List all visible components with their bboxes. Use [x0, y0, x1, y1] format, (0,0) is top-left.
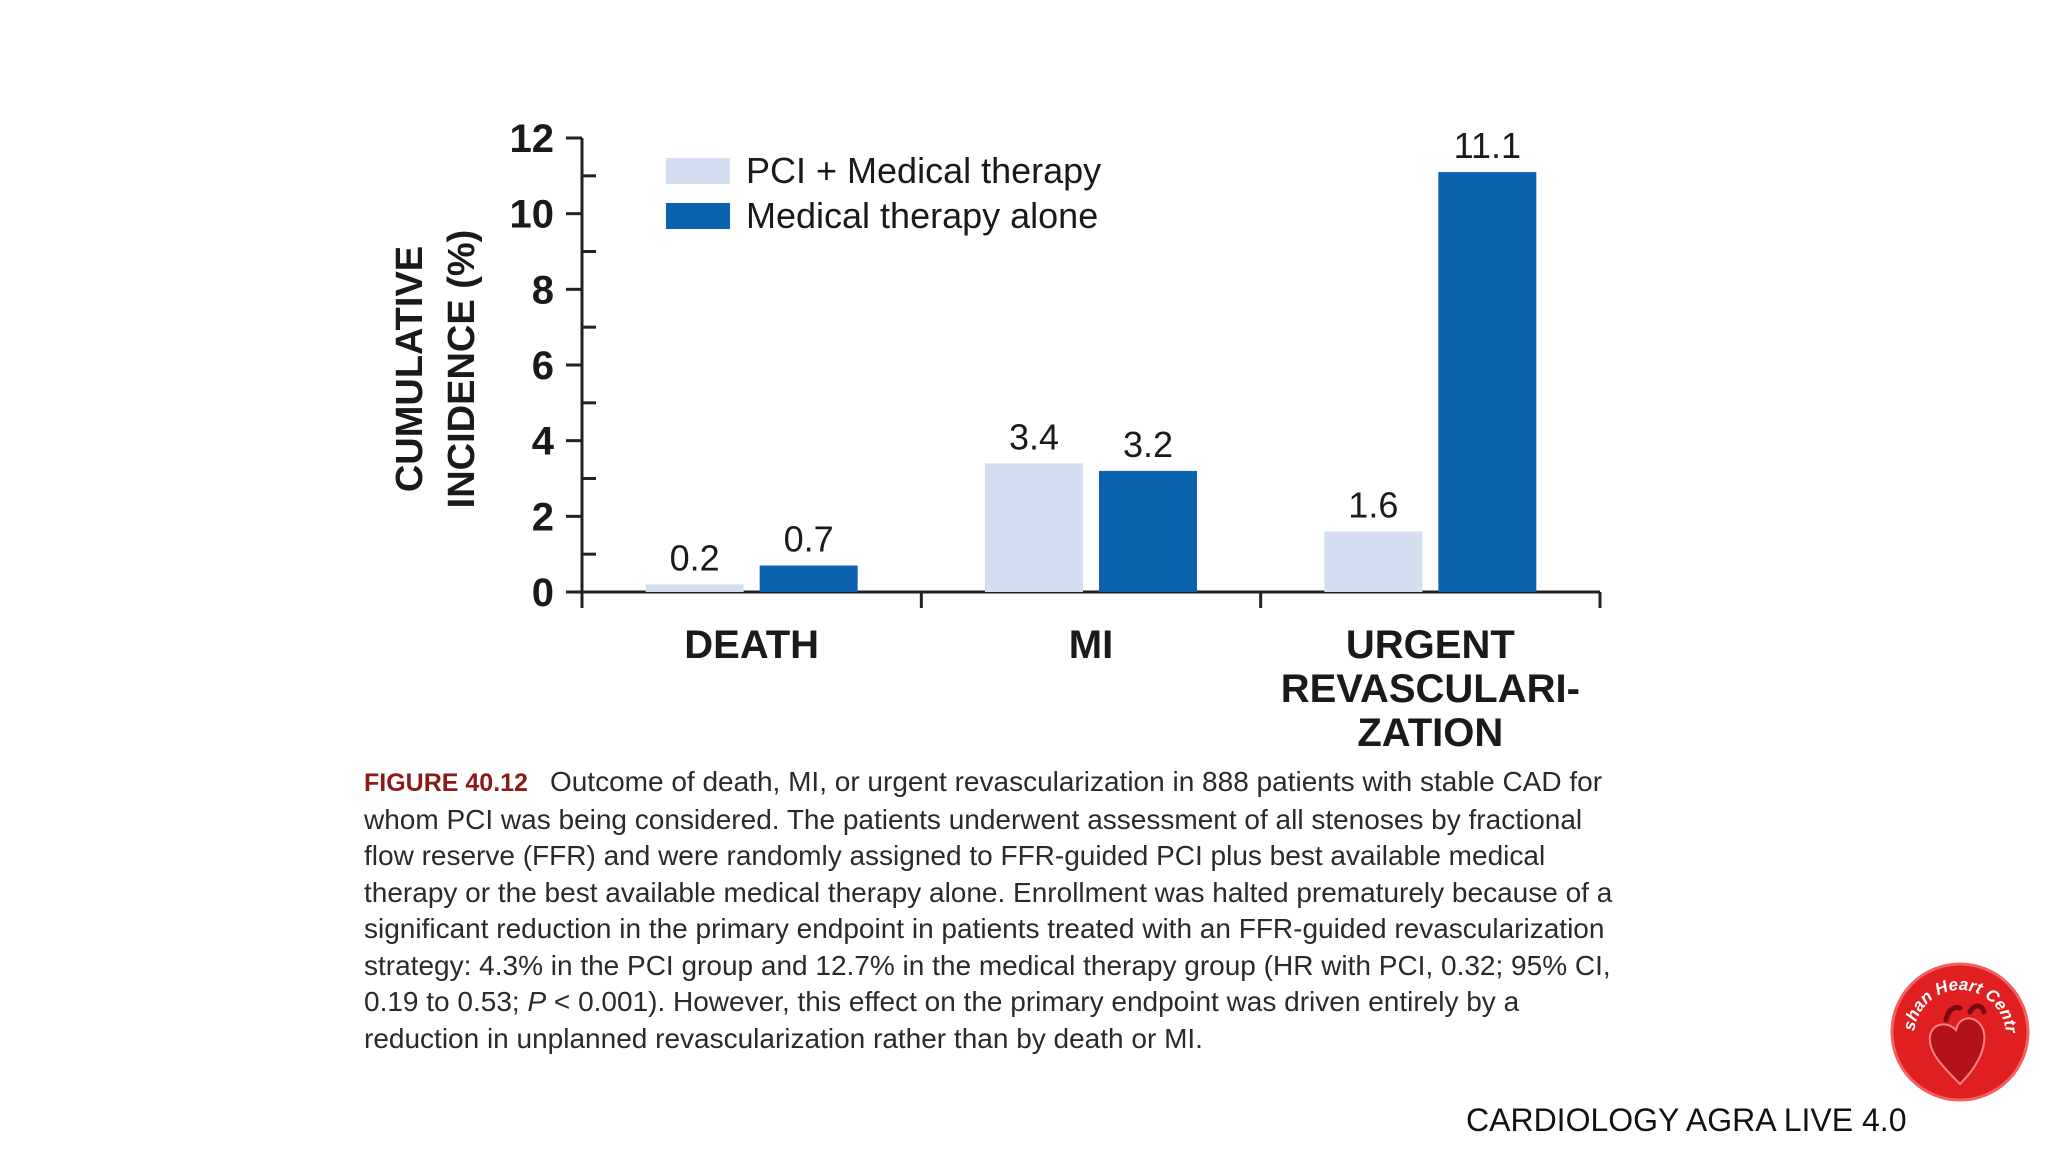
bar-pci-medical	[985, 463, 1083, 592]
category-label: MI	[1069, 623, 1113, 667]
legend-label: PCI + Medical therapy	[746, 150, 1101, 191]
y-axis-label-line: INCIDENCE (%)	[441, 230, 483, 509]
bar-value-label: 11.1	[1454, 125, 1521, 166]
data-labels: 0.2 0.7 3.4 3.2 1.6 11.1	[670, 125, 1521, 578]
footer-text: CARDIOLOGY AGRA LIVE 4.0	[1466, 1102, 1907, 1138]
x-axis	[580, 590, 1602, 608]
figure-number: FIGURE 40.12	[364, 769, 528, 797]
legend-swatch	[666, 203, 730, 229]
heart-icon	[1928, 1017, 1986, 1086]
caption-text-part: < 0.001). However, this effect on the pr…	[364, 986, 1520, 1054]
y-tick-label: 10	[510, 193, 555, 237]
bar-pci-medical	[1324, 531, 1423, 592]
y-axis-label: CUMULATIVE INCIDENCE (%)	[389, 230, 483, 509]
y-tick-label: 4	[532, 420, 555, 464]
bar-medical-alone	[1099, 470, 1197, 592]
y-tick-label: 0	[532, 571, 554, 615]
caption-text-part: Outcome of death, MI, or urgent revascul…	[364, 766, 1613, 1017]
bar-pci-medical	[645, 584, 744, 592]
bar-chart: CUMULATIVE INCIDENCE (%) 0 2 4 6 8 10 12 0.2 0.7…	[389, 117, 1602, 755]
y-tick-label: 8	[532, 268, 554, 312]
caption-text: Outcome of death, MI, or urgent revascul…	[364, 766, 1612, 1054]
bar-medical-alone	[1438, 172, 1537, 593]
y-tick-label: 6	[532, 344, 554, 388]
y-tick-label: 2	[532, 495, 554, 539]
y-tick-label: 12	[510, 117, 555, 161]
bar-value-label: 0.7	[784, 519, 834, 560]
bar-value-label: 1.6	[1348, 484, 1398, 525]
bar-value-label: 3.4	[1009, 416, 1059, 457]
bar-value-label: 3.2	[1123, 424, 1173, 465]
category-label: URGENT	[1346, 623, 1515, 667]
y-axis: 0 2 4 6 8 10 12	[510, 117, 596, 615]
caption-text-part: P	[527, 986, 547, 1017]
y-axis-label-line: CUMULATIVE	[389, 246, 431, 492]
bars	[645, 172, 1537, 593]
category-label: REVASCULARI-	[1281, 667, 1580, 711]
legend-label: Medical therapy alone	[746, 195, 1098, 236]
eshan-heart-centre-logo: Eshan Heart Centre	[1890, 962, 2030, 1102]
bar-value-label: 0.2	[670, 537, 720, 578]
category-label: ZATION	[1357, 711, 1503, 755]
category-label: DEATH	[684, 623, 819, 667]
legend-swatch	[666, 158, 730, 184]
figure-caption: FIGURE 40.12 Outcome of death, MI, or urg…	[364, 764, 1634, 1057]
bar-medical-alone	[759, 565, 858, 592]
